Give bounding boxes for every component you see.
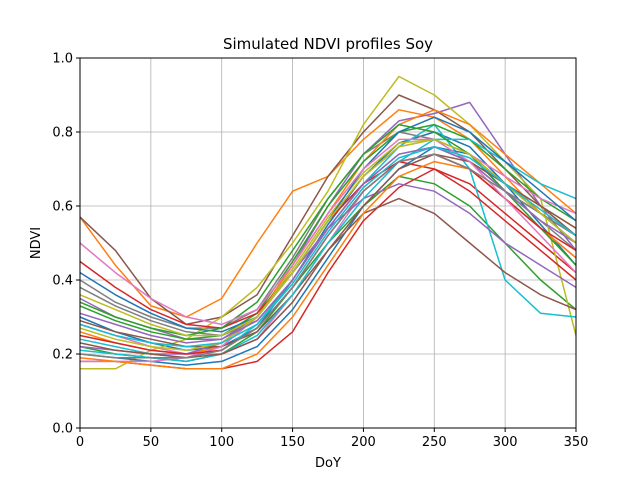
y-tick-label: 0.2: [52, 348, 73, 363]
chart-title: Simulated NDVI profiles Soy: [223, 35, 433, 53]
ndvi-profile-line-28: [79, 153, 577, 359]
x-tick-label: 250: [422, 435, 447, 450]
y-tick-label: 0.8: [52, 126, 73, 141]
ndvi-profile-line-23: [79, 123, 577, 337]
y-tick-label: 1.0: [52, 52, 73, 67]
x-tick-label: 100: [209, 435, 234, 450]
ndvi-profile-line-29: [79, 138, 577, 337]
ndvi-profile-line-6: [79, 94, 577, 326]
x-tick-label: 150: [280, 435, 305, 450]
axis-ticks: 0 50 100 150 200 250 300 350 0.0 0.2 0.4 0.6 0.8 1.0: [52, 52, 588, 451]
y-tick-label: 0.6: [52, 200, 73, 215]
y-axis-label: NDVI: [29, 227, 44, 259]
x-axis-label: DoY: [315, 456, 341, 471]
ndvi-profile-line-25: [79, 146, 577, 344]
series-lines: [79, 75, 577, 370]
ndvi-profile-line-20: [79, 138, 577, 363]
ndvi-profile-line-30: [79, 146, 577, 348]
ndvi-profile-line-9: [80, 75, 577, 370]
x-tick-label: 200: [351, 435, 376, 450]
ndvi-profile-line-27: [79, 138, 577, 326]
ndvi-profile-line-26: [79, 153, 577, 359]
y-tick-label: 0.4: [52, 274, 73, 289]
ndvi-profile-line-1: [79, 131, 577, 352]
plot-frame: [79, 57, 577, 429]
x-tick-label: 50: [143, 435, 160, 450]
x-tick-label: 0: [76, 435, 84, 450]
x-tick-label: 300: [493, 435, 518, 450]
y-tick-label: 0.0: [52, 422, 73, 437]
x-tick-label: 350: [564, 435, 589, 450]
ndvi-profile-line-13: [79, 123, 577, 340]
